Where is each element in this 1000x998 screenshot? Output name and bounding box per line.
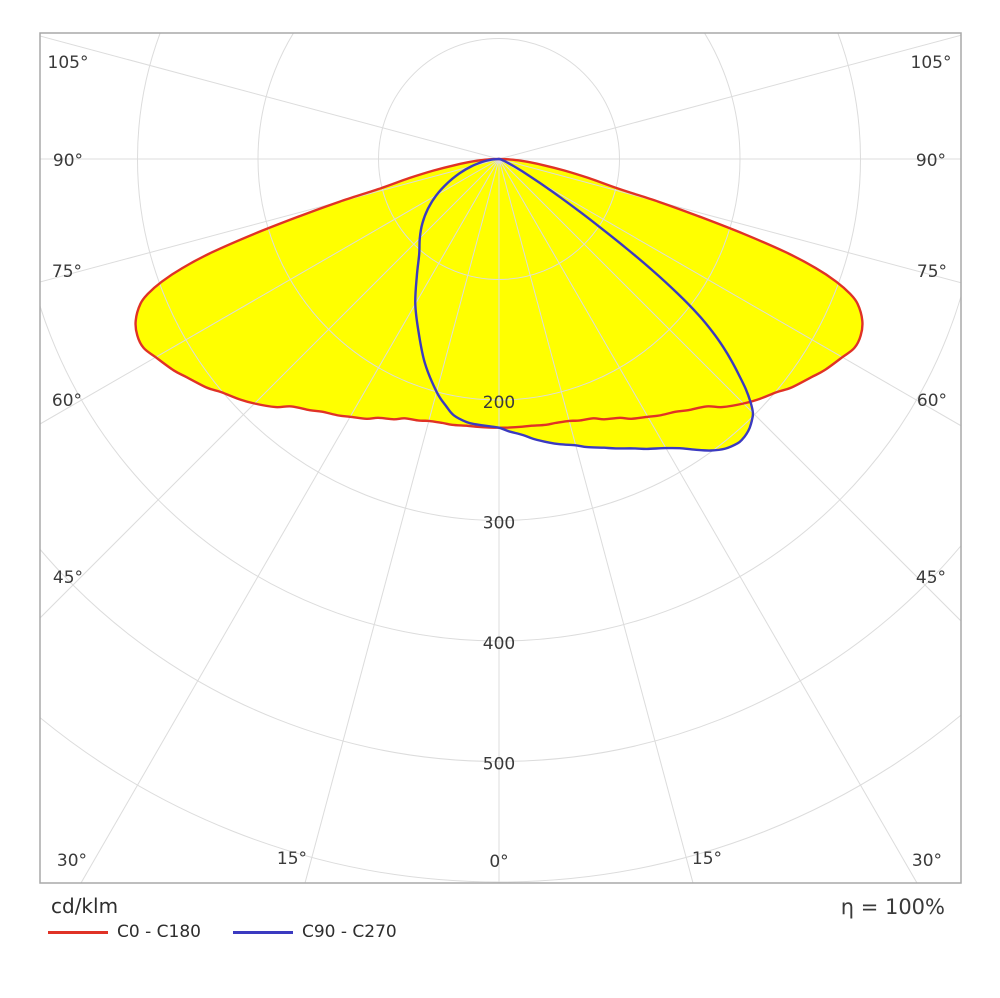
gamma-tick-label: 30°: [912, 851, 942, 871]
legend-swatch-c0-c180: [48, 930, 108, 934]
gamma-tick-label: 30°: [57, 851, 87, 871]
axis-labels: 200 300 400 500 0° 15° 15° 30° 30° 45° 45° 60° 60° 75…: [48, 53, 952, 872]
gamma-tick-label: 45°: [53, 568, 83, 588]
plot-border: [39, 32, 962, 884]
gamma-tick-label: 0°: [489, 852, 508, 872]
gamma-tick-label: 105°: [48, 53, 89, 73]
legend: cd/klm C0 - C180 C90 - C270: [48, 894, 429, 942]
units-label: cd/klm: [51, 894, 119, 918]
gamma-tick-label: 60°: [917, 391, 947, 411]
curves: [134, 157, 864, 452]
legend-rows: C0 - C180 C90 - C270: [48, 922, 429, 942]
legend-label-c90-c270: C90 - C270: [301, 922, 397, 942]
radial-tick-label: 500: [483, 755, 515, 775]
gamma-tick-label: 75°: [917, 262, 947, 282]
radial-tick-label: 200: [483, 393, 515, 413]
gamma-tick-label: 45°: [916, 568, 946, 588]
legend-label-c0-c180: C0 - C180: [117, 922, 201, 942]
efficiency-label: η = 100%: [840, 895, 945, 919]
gamma-tick-label: 60°: [52, 391, 82, 411]
gamma-tick-label: 105°: [911, 53, 952, 73]
gamma-tick-label: 15°: [277, 849, 307, 869]
radial-tick-label: 400: [483, 634, 515, 654]
gamma-tick-label: 75°: [52, 262, 82, 282]
curve-c90-c270: [414, 157, 755, 452]
gamma-tick-label: 15°: [692, 849, 722, 869]
gamma-tick-label: 90°: [53, 151, 83, 171]
radial-tick-label: 300: [483, 514, 515, 534]
gamma-tick-label: 90°: [916, 151, 946, 171]
legend-swatch-c90-c270: [232, 930, 293, 934]
